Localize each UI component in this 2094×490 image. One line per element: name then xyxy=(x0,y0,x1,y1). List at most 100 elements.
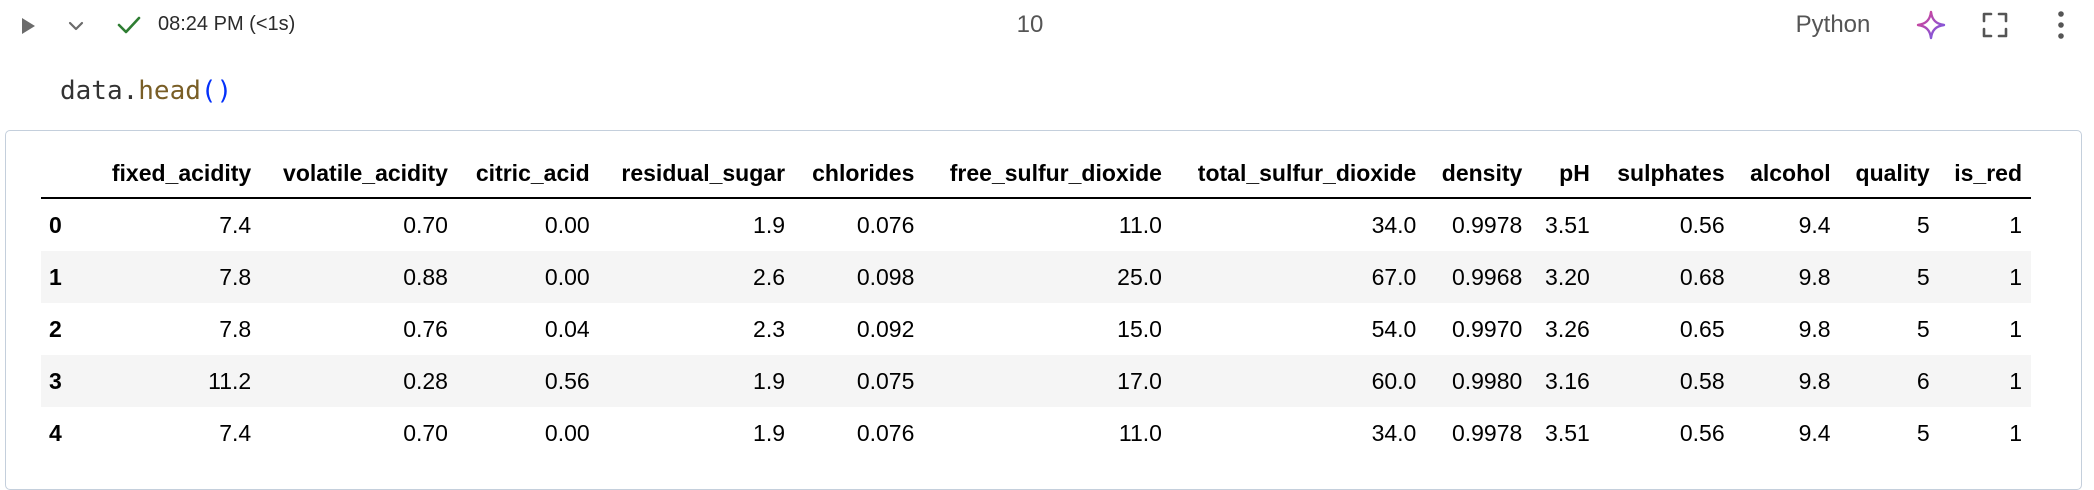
table-cell: 0.075 xyxy=(856,367,915,394)
cell-toolbar: 08:24 PM (<1s) 10 Python xyxy=(0,0,2094,50)
execution-count: 10 xyxy=(1016,11,1044,38)
more-actions-button[interactable] xyxy=(2044,8,2078,42)
table-cell: 0.076 xyxy=(856,419,915,446)
table-cell: 5 xyxy=(1916,315,1930,342)
sparkle-icon xyxy=(1916,10,1946,40)
table-cell: 1.9 xyxy=(753,419,786,446)
run-options-button[interactable] xyxy=(62,12,90,40)
table-cell: 15.0 xyxy=(1117,315,1162,342)
table-cell: 9.8 xyxy=(1798,315,1831,342)
table-cell: 11.2 xyxy=(208,367,252,394)
fullscreen-button[interactable] xyxy=(1978,8,2012,42)
table-cell: 0.076 xyxy=(856,211,915,238)
table-cell: 0.56 xyxy=(544,367,590,394)
code-object: data xyxy=(60,76,123,106)
table-row: 0 7.4 0.70 0.00 1.9 0.076 11.0 34.0 0.99… xyxy=(41,198,2031,251)
table-cell: 11.0 xyxy=(1118,211,1162,238)
table-cell: 0.9980 xyxy=(1451,367,1523,394)
table-cell: 1 xyxy=(2009,211,2022,238)
row-index: 2 xyxy=(49,315,62,342)
table-cell: 0.58 xyxy=(1679,367,1725,394)
table-cell: 3.20 xyxy=(1545,263,1590,290)
table-cell: 0.00 xyxy=(544,419,590,446)
column-header: sulphates xyxy=(1617,159,1725,186)
table-header-row: fixed_acidity volatile_acidity citric_ac… xyxy=(41,149,2031,198)
table-cell: 7.4 xyxy=(219,211,252,238)
cell-language-selector[interactable]: Python xyxy=(1795,11,1871,38)
table-cell: 34.0 xyxy=(1371,211,1417,238)
column-header: free_sulfur_dioxide xyxy=(949,159,1162,186)
table-cell: 5 xyxy=(1916,211,1930,238)
row-index: 3 xyxy=(49,367,62,394)
table-cell: 0.56 xyxy=(1679,419,1725,446)
row-index: 4 xyxy=(49,419,62,446)
column-header: pH xyxy=(1559,159,1590,186)
fullscreen-icon xyxy=(1982,12,2008,38)
table-cell: 0.88 xyxy=(403,263,448,290)
code-dot: . xyxy=(122,76,139,106)
column-header: fixed_acidity xyxy=(111,159,252,186)
table-cell: 54.0 xyxy=(1371,315,1417,342)
table-cell: 1.9 xyxy=(753,367,786,394)
table-cell: 3.51 xyxy=(1545,419,1590,446)
table-cell: 3.51 xyxy=(1545,211,1590,238)
row-index: 0 xyxy=(49,211,62,238)
table-cell: 11.0 xyxy=(1118,419,1162,446)
table-row: 3 11.2 0.28 0.56 1.9 0.075 17.0 60.0 0.9… xyxy=(41,355,2031,407)
table-cell: 0.28 xyxy=(403,367,448,394)
table-cell: 9.8 xyxy=(1798,263,1831,290)
table-cell: 0.76 xyxy=(403,315,448,342)
column-header: is_red xyxy=(1954,159,2022,186)
table-cell: 0.9978 xyxy=(1451,211,1523,238)
table-cell: 0.098 xyxy=(856,263,915,290)
table-cell: 7.8 xyxy=(219,263,252,290)
table-cell: 0.9968 xyxy=(1451,263,1523,290)
play-icon xyxy=(22,18,35,34)
table-cell: 67.0 xyxy=(1371,263,1417,290)
column-header: citric_acid xyxy=(475,159,590,186)
table-cell: 9.4 xyxy=(1798,211,1831,238)
more-vertical-icon xyxy=(2058,11,2064,39)
execution-status xyxy=(114,11,144,39)
table-cell: 25.0 xyxy=(1117,263,1162,290)
table-cell: 3.16 xyxy=(1545,367,1590,394)
table-cell: 6 xyxy=(1916,367,1930,394)
column-header: chlorides xyxy=(812,159,915,186)
execution-time: 08:24 PM (<1s) xyxy=(158,13,296,35)
dataframe-table: fixed_acidity volatile_acidity citric_ac… xyxy=(41,149,2031,459)
code-editor[interactable]: data.head() xyxy=(60,76,232,106)
table-cell: 1 xyxy=(2009,263,2022,290)
table-cell: 9.4 xyxy=(1798,419,1831,446)
table-cell: 1 xyxy=(2009,419,2022,446)
table-cell: 0.56 xyxy=(1679,211,1725,238)
table-cell: 0.70 xyxy=(403,211,448,238)
column-header: density xyxy=(1441,159,1523,186)
table-cell: 0.00 xyxy=(544,263,590,290)
table-cell: 60.0 xyxy=(1371,367,1417,394)
table-cell: 9.8 xyxy=(1798,367,1831,394)
column-header: alcohol xyxy=(1750,159,1831,186)
column-header: residual_sugar xyxy=(621,159,786,186)
table-cell: 17.0 xyxy=(1117,367,1162,394)
column-header: total_sulfur_dioxide xyxy=(1197,159,1417,186)
code-function: head xyxy=(138,76,201,106)
run-cell-button[interactable] xyxy=(14,12,42,40)
table-row: 4 7.4 0.70 0.00 1.9 0.076 11.0 34.0 0.99… xyxy=(41,407,2031,459)
table-cell: 7.8 xyxy=(219,315,252,342)
table-cell: 0.9978 xyxy=(1451,419,1523,446)
table-cell: 5 xyxy=(1916,263,1930,290)
table-cell: 2.6 xyxy=(753,263,786,290)
column-header: volatile_acidity xyxy=(283,159,448,186)
check-icon xyxy=(117,16,141,34)
table-cell: 0.70 xyxy=(403,419,448,446)
table-cell: 0.68 xyxy=(1679,263,1725,290)
table-cell: 0.00 xyxy=(544,211,590,238)
code-parens: () xyxy=(200,76,233,106)
table-cell: 2.3 xyxy=(753,315,786,342)
table-cell: 1 xyxy=(2009,315,2022,342)
table-row: 2 7.8 0.76 0.04 2.3 0.092 15.0 54.0 0.99… xyxy=(41,303,2031,355)
ai-assist-button[interactable] xyxy=(1914,8,1948,42)
table-cell: 1 xyxy=(2009,367,2022,394)
chevron-down-icon xyxy=(68,21,84,31)
row-index: 1 xyxy=(49,263,62,290)
